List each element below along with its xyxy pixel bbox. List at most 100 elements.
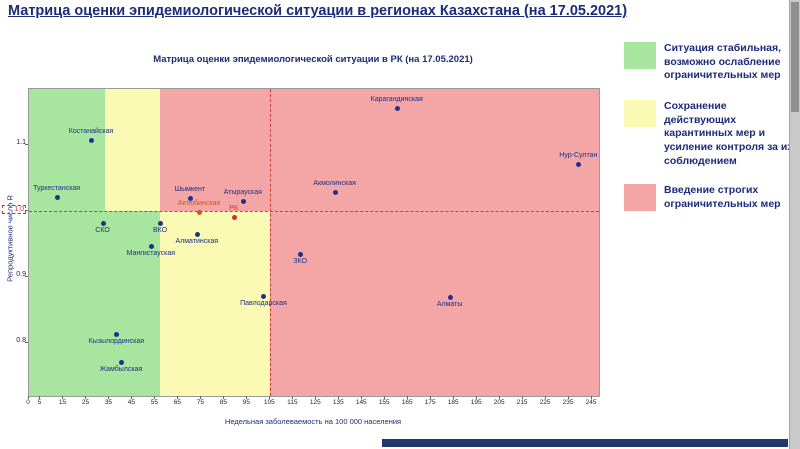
data-point [89,137,95,143]
x-tick-mark [292,396,294,399]
x-tick-label: 115 [287,399,298,406]
data-point-label: СКО [95,227,110,235]
x-tick-label: 5 [37,399,42,406]
x-tick-label: 15 [58,399,67,406]
threshold-line-horizontal [29,211,599,213]
y-tick-label: 0.9 [16,271,26,279]
x-tick-mark [62,396,64,399]
x-tick-label: 125 [309,399,321,406]
x-tick-mark [177,396,179,399]
x-tick-label: 145 [355,399,367,406]
x-tick-label: 65 [173,399,181,406]
data-point-label: Актюбинская [177,199,221,207]
x-tick-mark [246,396,248,399]
data-point-label: Туркестанская [33,184,81,192]
x-tick-mark [154,396,156,399]
zone-green-lower [29,211,160,396]
x-tick-label: 25 [81,399,90,406]
x-tick-mark [591,396,593,399]
x-tick-label: 55 [150,399,159,406]
data-point [158,221,163,227]
data-point-label: РК [229,205,238,213]
data-point-label: Атырауская [223,189,262,197]
data-point [394,106,400,112]
legend-label-yellow: Сохранение действующих карантинных мер и… [664,100,794,167]
x-tick-mark [223,396,225,399]
y-tick-label: 1.0 [2,205,26,215]
legend-label-green: Ситуация стабильная, возможно ослабление… [664,42,782,82]
y-tick-mark [25,210,28,212]
x-tick-label: 105 [263,399,275,406]
data-point [118,359,124,365]
x-tick-mark [338,396,340,399]
x-tick-mark [499,396,501,399]
zone-green-upper [29,89,105,212]
x-tick-label: 95 [242,399,250,406]
y-tick-mark [25,342,28,344]
data-point-label: Карагандинская [370,96,423,104]
data-point-label: Костанайская [68,127,114,135]
data-point [194,232,200,238]
scrollbar-track[interactable] [789,0,800,449]
legend-item-red: Введение строгих ограничительных мер [624,184,794,211]
data-point [576,162,582,168]
data-point-label: Алматы [436,300,463,308]
x-tick-mark [108,396,110,399]
y-tick-mark [25,144,28,146]
x-tick-mark [545,396,547,399]
x-tick-label: 185 [447,399,459,406]
x-tick-mark [430,396,432,399]
data-point-label: Павлодарская [240,300,287,308]
y-tick-label: 0.8 [16,337,26,345]
data-point-label: ВКО [152,227,168,235]
x-tick-mark [315,396,317,399]
x-tick-mark [39,396,41,399]
data-point-label: Акмолинская [313,179,356,187]
x-tick-label: 155 [378,399,390,406]
legend-swatch-red [624,184,656,211]
data-point [332,189,338,195]
zone-yellow-upper [104,89,160,212]
x-tick-mark [476,396,478,399]
scrollbar-thumb[interactable] [791,2,799,112]
legend-swatch-yellow [624,100,656,127]
x-tick-label: 235 [562,399,574,406]
data-point-label: Шымкент [174,185,206,193]
x-tick-mark [85,396,87,399]
legend-swatch-green [624,42,656,69]
data-point [298,252,304,258]
x-tick-mark [522,396,524,399]
data-point [197,209,203,215]
x-tick-mark [384,396,386,399]
data-point-label: Алматинская [175,238,219,246]
x-tick-label: 45 [127,399,136,406]
data-point [261,294,267,300]
data-point-label: Мангистауская [126,250,176,258]
data-point-label: Нур-Султан [559,152,598,160]
threshold-line-vertical [270,89,272,396]
legend-item-yellow: Сохранение действующих карантинных мер и… [624,100,794,168]
data-point [148,244,154,250]
x-tick-mark [568,396,570,399]
x-tick-label: 165 [401,399,413,406]
data-point [100,221,106,227]
x-tick-label: 175 [424,399,436,406]
data-point-label: Жамбылская [99,365,143,373]
x-tick-mark [407,396,409,399]
x-tick-label: 215 [516,399,528,406]
x-axis-label: Недельная заболеваемость на 100 000 насе… [224,417,402,426]
x-tick-label: 225 [539,399,551,406]
zone-yellow-lower [160,211,271,396]
x-tick-label: 85 [219,399,227,406]
zone-red-lower [270,211,599,396]
data-point [54,194,60,200]
x-tick-mark [131,396,133,399]
x-tick-mark [361,396,363,399]
legend: Ситуация стабильная, возможно ослабление… [624,42,794,282]
x-tick-label: 75 [196,399,204,406]
y-axis-label: Репродуктивное число R [5,195,15,282]
data-point [231,215,237,221]
x-tick-mark [269,396,271,399]
